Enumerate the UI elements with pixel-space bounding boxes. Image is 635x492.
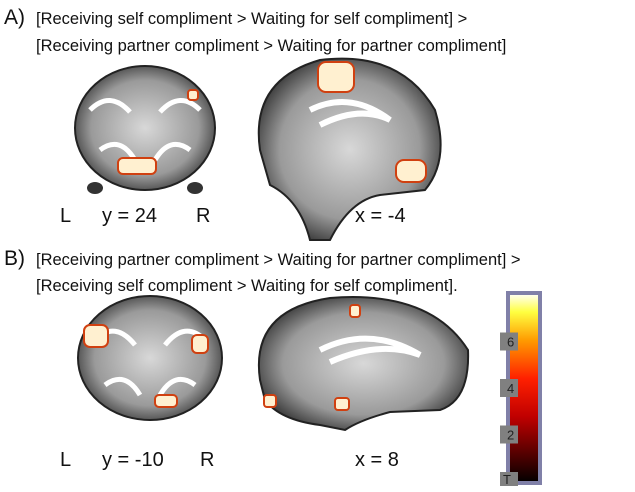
panel-title: [Receiving partner compliment > Waiting … xyxy=(36,251,521,269)
tick-label: 2 xyxy=(507,428,514,443)
panel-label: A) xyxy=(4,6,25,29)
sagittal-slice xyxy=(259,297,468,430)
panel-label: B) xyxy=(4,247,25,270)
tick-label: 4 xyxy=(507,381,514,396)
slice-label: x = -4 xyxy=(355,205,406,227)
tick-label: 6 xyxy=(507,335,514,350)
side-label: R xyxy=(196,205,210,227)
figure: A) [Receiving self compliment > Waiting … xyxy=(0,0,635,487)
side-label: L xyxy=(60,205,71,227)
slice-label: y = 24 xyxy=(102,205,157,227)
slice-label: x = 8 xyxy=(355,449,399,471)
panel-title: [Receiving partner compliment > Waiting … xyxy=(36,37,506,55)
coronal-slice xyxy=(75,66,215,194)
coronal-slice xyxy=(78,296,222,420)
panel-title: [Receiving self compliment > Waiting for… xyxy=(36,10,467,28)
colorbar-label: T xyxy=(503,472,511,487)
sagittal-slice xyxy=(259,59,441,240)
side-label: L xyxy=(60,449,71,471)
slice-label: y = -10 xyxy=(102,449,164,471)
panel-title: [Receiving self compliment > Waiting for… xyxy=(36,277,458,295)
side-label: R xyxy=(200,449,214,471)
